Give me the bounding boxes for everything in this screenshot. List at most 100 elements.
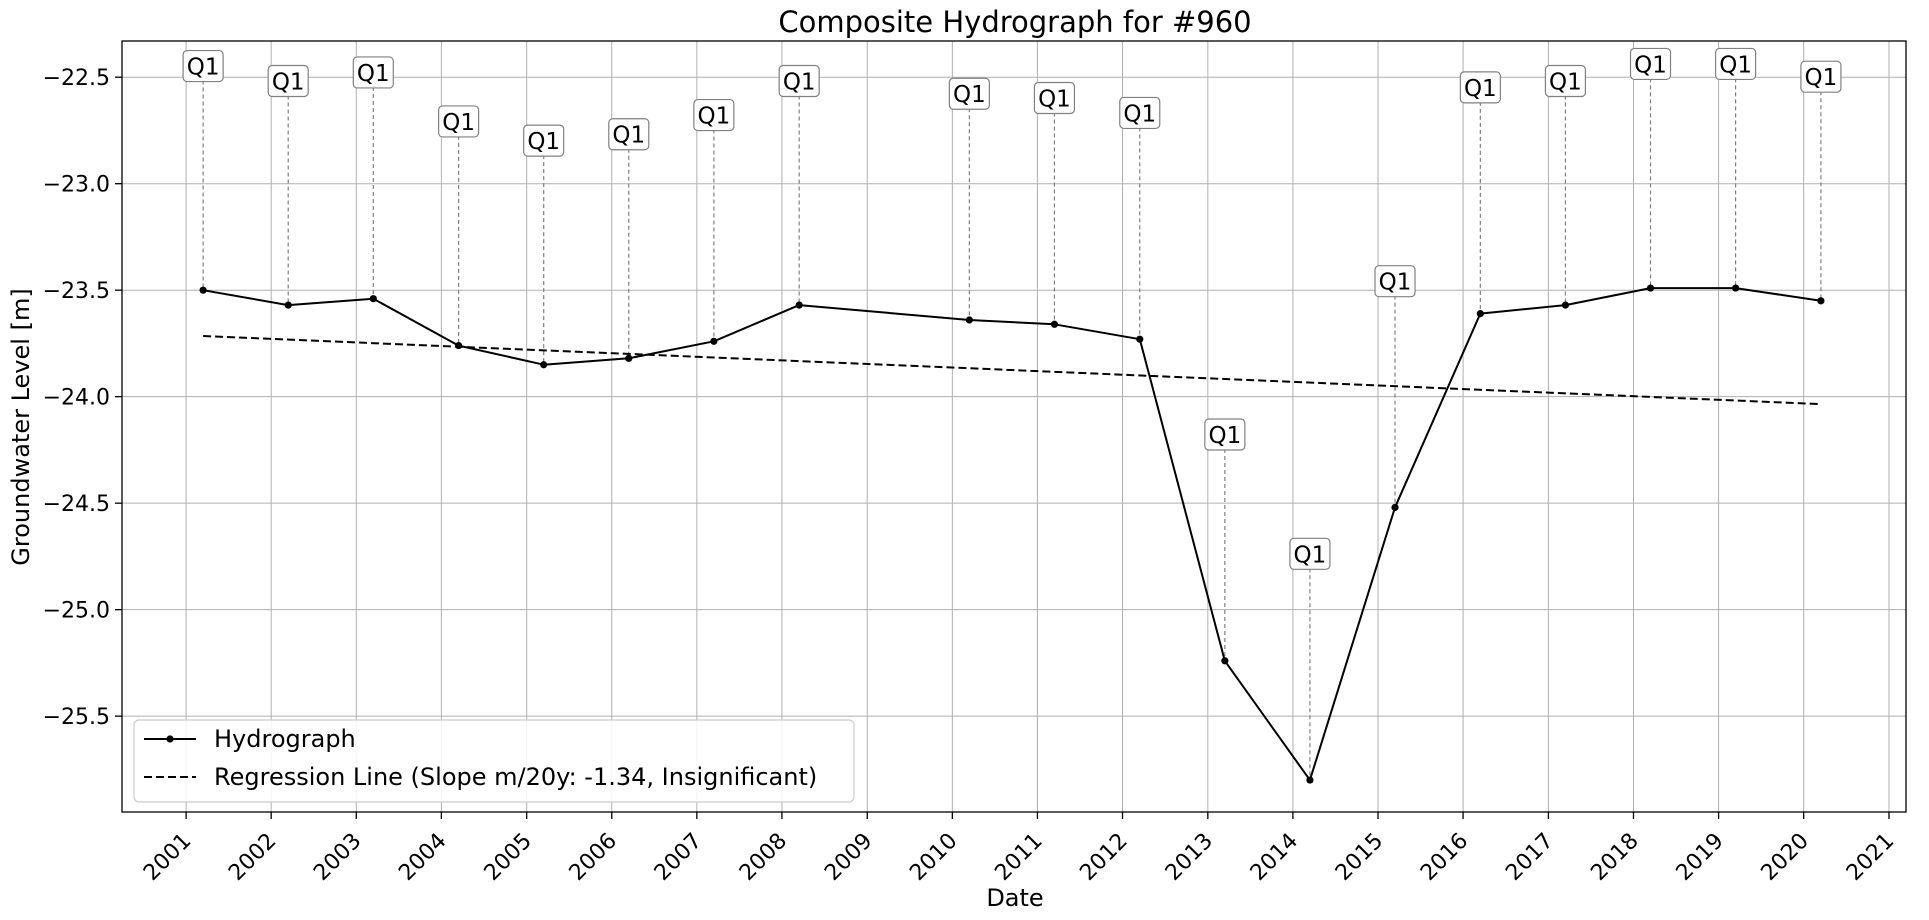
annotation-label-4: Q1 [527, 129, 560, 155]
annotation-box-9 [1033, 81, 1076, 115]
hydrograph-point-12 [1306, 776, 1314, 784]
x-tick-label-2003: 2003 [309, 829, 366, 886]
hydrograph-point-13 [1391, 503, 1399, 512]
annotation-label-10: Q1 [1123, 101, 1156, 127]
hydrograph-point-16 [1646, 284, 1655, 292]
annotation-box-15 [1544, 64, 1587, 98]
chart-title: Composite Hydrograph for #960 [778, 5, 1251, 39]
hydrograph-point-18 [1817, 297, 1825, 305]
annotation-label-12: Q1 [1294, 542, 1327, 568]
y-tick-label-5: −25.0 [43, 599, 110, 624]
y-tick-label-0: −22.5 [43, 66, 110, 91]
x-tick-label-2005: 2005 [480, 829, 537, 886]
hydrograph-line [202, 287, 1822, 782]
x-tick-label-2010: 2010 [905, 829, 962, 886]
x-tick-label-2007: 2007 [650, 829, 707, 886]
x-axis-title: Date [986, 884, 1043, 912]
hydrograph-point-15 [1561, 301, 1570, 309]
y-tick-label-1: −23.0 [43, 173, 110, 198]
annotation-box-3 [438, 105, 480, 138]
x-tick-label-2019: 2019 [1672, 829, 1729, 886]
grid-lines [122, 41, 1906, 812]
x-tick-label-2018: 2018 [1586, 829, 1643, 886]
hydrograph-point-10 [1136, 335, 1144, 343]
y-tick-label-4: −24.5 [43, 492, 110, 517]
legend-box [133, 719, 855, 803]
hydrograph-point-0 [199, 286, 207, 294]
annotation-connectors [202, 78, 1822, 781]
annotation-label-16: Q1 [1634, 52, 1667, 78]
annotation-label-9: Q1 [1038, 87, 1071, 113]
plot-area-frame [121, 40, 1907, 813]
legend-label-regression: Regression Line (Slope m/20y: -1.34, Ins… [214, 763, 817, 791]
annotation-label-18: Q1 [1805, 65, 1838, 91]
hydrograph-point-2 [369, 295, 377, 303]
hydrograph-point-1 [284, 301, 292, 309]
annotation-box-18 [1800, 60, 1842, 93]
annotation-box-8 [948, 77, 990, 110]
x-tick-label-2002: 2002 [224, 829, 281, 886]
annotation-labels: Q1 Q1 Q1 Q1 Q1 Q1 Q1 Q1 Q1 Q1 Q1 Q1 Q1 Q1 Q1 Q1 Q1 Q1 Q1 [182, 47, 1842, 570]
x-tick-label-2012: 2012 [1075, 829, 1132, 886]
x-tick-label-2004: 2004 [394, 829, 451, 886]
hydrograph-point-11 [1221, 657, 1229, 665]
annotation-box-17 [1714, 47, 1757, 81]
hydrograph-point-7 [795, 301, 803, 309]
hydrograph-point-8 [965, 316, 973, 324]
x-tick-label-2021: 2021 [1842, 829, 1899, 886]
annotation-box-5 [608, 118, 650, 151]
legend: Hydrograph Regression Line (Slope m/20y:… [133, 719, 855, 803]
annotation-box-2 [352, 56, 394, 89]
hydrograph-point-4 [540, 361, 548, 369]
legend-label-hydrograph: Hydrograph [214, 725, 356, 753]
annotation-label-6: Q1 [697, 104, 730, 130]
x-tick-label-2011: 2011 [990, 829, 1047, 886]
annotation-box-14 [1459, 71, 1501, 104]
hydrograph-point-9 [1050, 320, 1059, 328]
annotation-label-2: Q1 [357, 61, 390, 87]
x-tick-label-2008: 2008 [735, 829, 792, 886]
x-tick-label-2013: 2013 [1161, 829, 1218, 886]
annotation-box-10 [1119, 96, 1161, 130]
series-layer [199, 284, 1825, 784]
hydrograph-point-14 [1476, 310, 1484, 318]
annotation-box-4 [523, 124, 565, 157]
hydrograph-point-3 [455, 341, 463, 350]
hydrograph-point-17 [1731, 284, 1740, 292]
annotation-label-5: Q1 [612, 123, 645, 149]
annotation-label-11: Q1 [1208, 423, 1241, 449]
x-tick-label-2014: 2014 [1246, 829, 1303, 886]
y-tick-label-3: −24.0 [43, 386, 110, 411]
annotation-label-1: Q1 [272, 69, 305, 95]
legend-hydrograph-marker-sample [166, 735, 174, 743]
annotation-box-1 [267, 64, 309, 98]
hydrograph-point-5 [625, 354, 633, 362]
annotation-label-17: Q1 [1719, 52, 1752, 78]
x-tick-label-2020: 2020 [1757, 829, 1814, 886]
x-tick-label-2009: 2009 [820, 829, 877, 886]
annotation-box-11 [1204, 418, 1246, 451]
y-tick-label-2: −23.5 [43, 279, 110, 304]
hydrograph-point-6 [710, 337, 718, 345]
annotation-label-3: Q1 [442, 110, 475, 136]
annotation-label-0: Q1 [187, 55, 220, 81]
y-tick-label-6: −25.5 [43, 705, 110, 730]
annotation-label-13: Q1 [1379, 270, 1412, 296]
x-tick-label-2006: 2006 [565, 829, 622, 886]
annotation-label-7: Q1 [783, 69, 816, 95]
y-axis-title: Groundwater Level [m] [7, 288, 35, 565]
regression-line [203, 335, 1821, 406]
x-tick-label-2015: 2015 [1331, 829, 1388, 886]
annotation-label-15: Q1 [1549, 69, 1582, 95]
annotation-box-13 [1374, 265, 1416, 298]
annotation-box-16 [1629, 47, 1672, 81]
annotation-box-6 [693, 98, 735, 132]
annotation-label-8: Q1 [953, 82, 986, 108]
annotation-box-0 [182, 49, 224, 83]
x-tick-label-2001: 2001 [139, 829, 196, 886]
x-tick-label-2017: 2017 [1501, 829, 1558, 886]
annotation-box-7 [778, 64, 820, 98]
annotation-box-12 [1289, 537, 1331, 570]
x-tick-label-2016: 2016 [1416, 829, 1473, 886]
